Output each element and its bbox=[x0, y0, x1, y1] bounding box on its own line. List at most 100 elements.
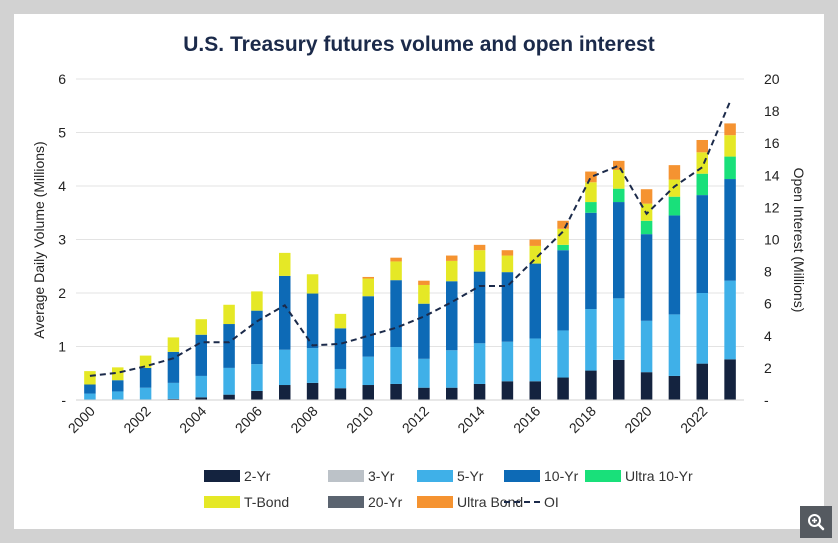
chart: U.S. Treasury futures volume and open in… bbox=[31, 33, 807, 510]
legend-label: Ultra 10-Yr bbox=[625, 468, 693, 484]
bar-segment bbox=[418, 387, 430, 400]
legend-item: 2-Yr bbox=[204, 468, 271, 484]
x-tick-label: 2014 bbox=[454, 403, 487, 436]
bar-segment bbox=[390, 383, 402, 400]
bar-segment bbox=[585, 182, 597, 203]
bar-segment bbox=[112, 391, 124, 400]
bar-segment bbox=[724, 156, 736, 180]
bar-segment bbox=[167, 398, 180, 400]
bar-segment bbox=[724, 135, 736, 157]
x-tick-label: 2002 bbox=[120, 403, 153, 436]
bar-segment bbox=[418, 303, 430, 359]
bar-segment bbox=[613, 298, 625, 360]
gridlines bbox=[76, 78, 744, 347]
bar-segment bbox=[696, 293, 708, 364]
bar-segment bbox=[696, 173, 708, 196]
bar-segment bbox=[306, 348, 319, 383]
x-tick-label: 2012 bbox=[399, 403, 432, 436]
bar-segment bbox=[696, 139, 708, 153]
bar-segment bbox=[251, 390, 263, 400]
bar-segment bbox=[696, 152, 708, 174]
y2-tick-label: - bbox=[764, 392, 769, 408]
bar-segment bbox=[84, 384, 96, 394]
bar-segment bbox=[557, 244, 569, 251]
bar-segment bbox=[418, 284, 430, 304]
bar-segment bbox=[139, 355, 152, 368]
legend-swatch bbox=[504, 470, 540, 482]
bar-segment bbox=[696, 363, 708, 400]
bar-segment bbox=[223, 304, 235, 325]
bar-segment bbox=[613, 160, 625, 170]
bar-segment bbox=[724, 123, 736, 136]
bar-segment bbox=[362, 276, 374, 279]
bar-segment bbox=[501, 341, 514, 382]
bar-segment bbox=[84, 371, 96, 385]
legend-swatch bbox=[204, 496, 240, 508]
chart-title: U.S. Treasury futures volume and open in… bbox=[183, 33, 654, 56]
bar-segment bbox=[334, 388, 347, 400]
bar-segment bbox=[84, 393, 96, 400]
bar-segment bbox=[473, 244, 486, 251]
x-tick-label: 2008 bbox=[287, 403, 320, 436]
bar-segment bbox=[167, 351, 180, 383]
x-tick-label: 2000 bbox=[65, 403, 98, 436]
bars bbox=[84, 123, 736, 400]
bar-segment bbox=[251, 364, 263, 391]
bar-segment bbox=[195, 319, 207, 335]
x-tick-label: 2022 bbox=[677, 403, 710, 436]
bar-segment bbox=[557, 377, 569, 400]
bar-segment bbox=[334, 328, 347, 369]
bar-segment bbox=[446, 281, 458, 351]
x-tick-label: 2020 bbox=[621, 403, 654, 436]
y2-tick-label: 6 bbox=[764, 296, 772, 312]
legend: 2-Yr 3-Yr 5-Yr 10-Yr Ultra 10-Yr T-Bond 20-Yr U… bbox=[204, 468, 693, 510]
bar-segment bbox=[501, 255, 514, 273]
x-tick-label: 2004 bbox=[176, 403, 209, 436]
y2-tick-label: 2 bbox=[764, 360, 772, 376]
legend-label: 20-Yr bbox=[368, 494, 403, 510]
bar-segment bbox=[557, 330, 569, 378]
y2-tick-label: 8 bbox=[764, 264, 772, 280]
legend-label: 3-Yr bbox=[368, 468, 395, 484]
bar-segment bbox=[501, 381, 514, 400]
bar-segment bbox=[418, 280, 430, 285]
y-tick-label: 2 bbox=[58, 285, 66, 301]
bar-segment bbox=[223, 367, 235, 395]
zoom-button[interactable] bbox=[800, 506, 832, 538]
bar-segment bbox=[390, 261, 402, 281]
legend-label: 10-Yr bbox=[544, 468, 579, 484]
bar-segment bbox=[640, 372, 653, 400]
bar-segment bbox=[112, 380, 124, 392]
bar-segment bbox=[585, 202, 597, 213]
bar-segment bbox=[334, 313, 347, 329]
y2-tick-label: 10 bbox=[764, 232, 780, 248]
legend-swatch bbox=[328, 470, 364, 482]
x-tick-label: 2010 bbox=[343, 403, 376, 436]
zoom-in-icon bbox=[808, 514, 825, 531]
y2-axis-title: Open Interest (Millions) bbox=[791, 168, 807, 313]
bar-segment bbox=[668, 179, 681, 197]
bar-segment bbox=[251, 310, 263, 365]
x-tick-label: 2006 bbox=[232, 403, 265, 436]
legend-item: 3-Yr bbox=[328, 468, 395, 484]
bar-segment bbox=[139, 367, 152, 388]
bar-segment bbox=[306, 382, 319, 400]
bar-segment bbox=[557, 220, 569, 229]
oi-line-layer bbox=[89, 101, 732, 377]
y-tick-label: 6 bbox=[58, 71, 66, 87]
oi-line bbox=[89, 101, 732, 377]
bar-segment bbox=[724, 179, 736, 281]
legend-label: Ultra Bond bbox=[457, 494, 523, 510]
bar-segment bbox=[279, 252, 291, 276]
legend-item: T-Bond bbox=[204, 494, 289, 510]
bar-segment bbox=[223, 394, 235, 400]
bar-segment bbox=[529, 245, 541, 264]
y2-tick-label: 14 bbox=[764, 167, 780, 183]
bar-segment bbox=[167, 382, 180, 399]
bar-segment bbox=[362, 385, 374, 400]
bar-segment bbox=[279, 275, 291, 350]
bar-segment bbox=[640, 320, 653, 373]
legend-label: OI bbox=[544, 494, 559, 510]
bar-segment bbox=[362, 296, 374, 357]
bar-segment bbox=[223, 324, 235, 368]
